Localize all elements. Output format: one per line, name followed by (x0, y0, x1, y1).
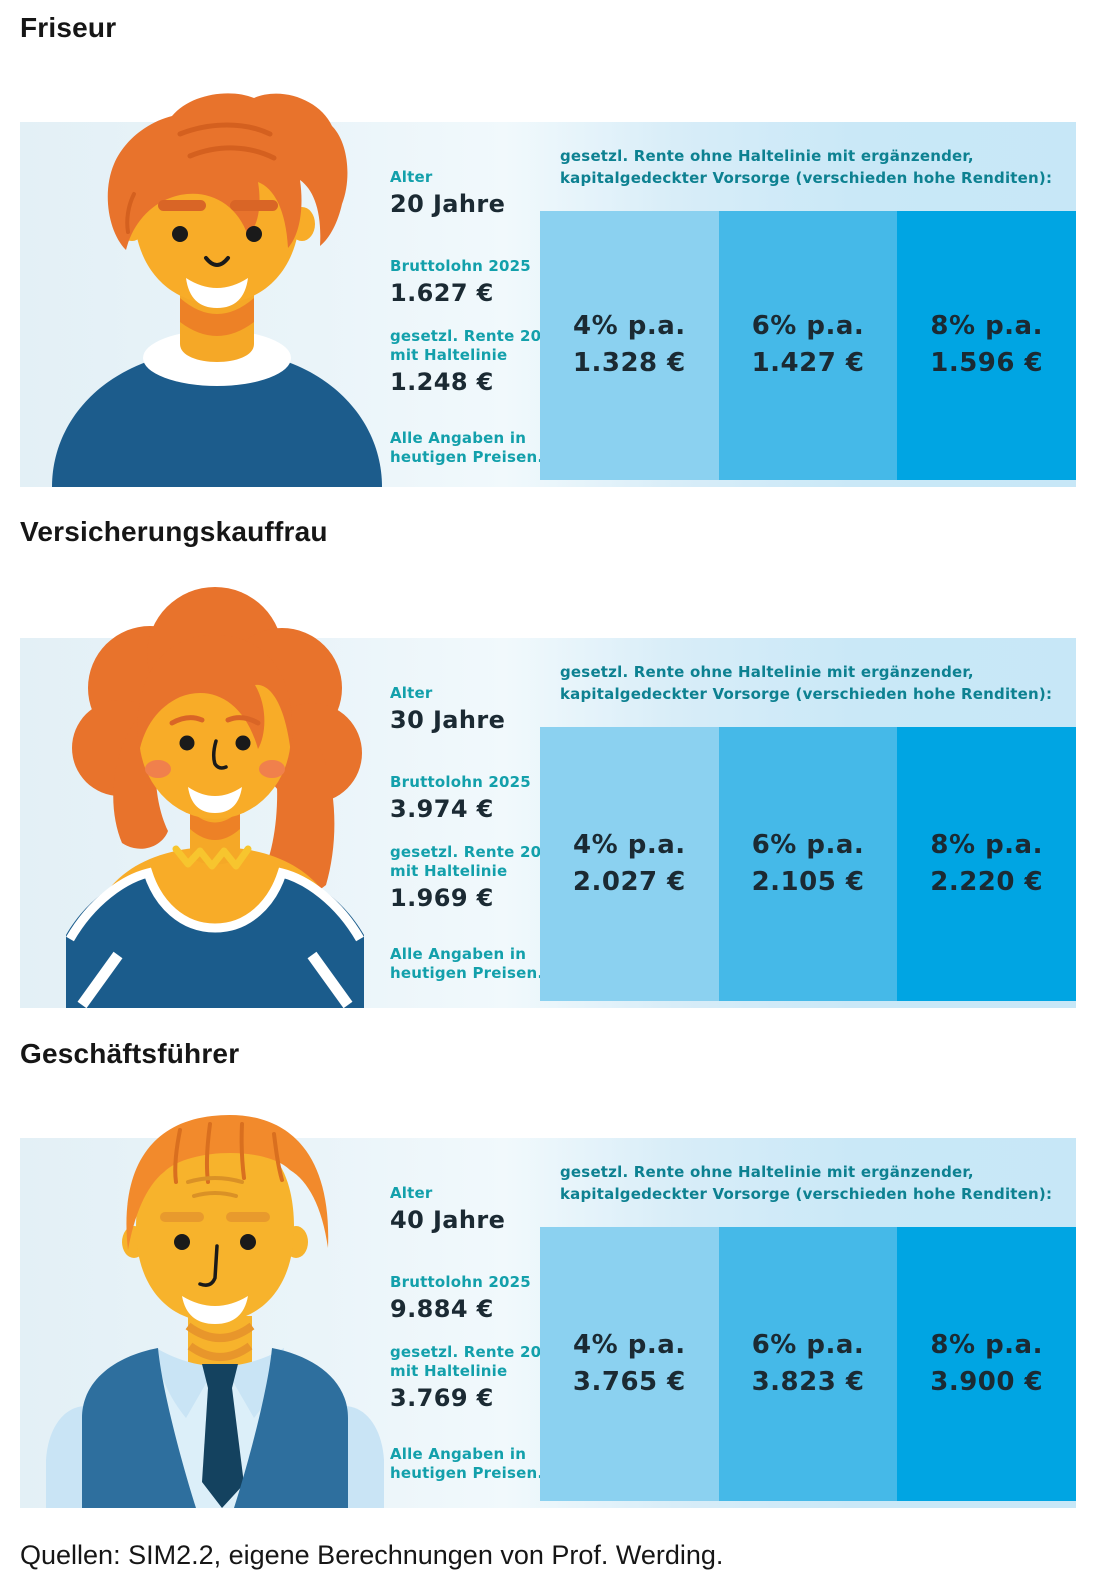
statutory-pension-label: gesetzl. Rente 2052 mit Haltelinie (390, 1343, 570, 1381)
columns-header-line1: gesetzl. Rente ohne Haltelinie mit ergän… (560, 1163, 974, 1181)
avatar-friseur-illustration (30, 82, 405, 487)
return-column-4pct: 4% p.a. 1.328 € (540, 211, 719, 480)
columns-header: gesetzl. Rente ohne Haltelinie mit ergän… (560, 662, 1070, 706)
return-value: 1.596 € (930, 348, 1044, 378)
return-column-8pct: 8% p.a. 1.596 € (897, 211, 1077, 480)
statutory-pension-label-line1: gesetzl. Rente 2072 (390, 327, 563, 345)
returns-area: gesetzl. Rente ohne Haltelinie mit ergän… (540, 638, 1077, 1008)
return-column-4pct: 4% p.a. 3.765 € (540, 1227, 719, 1501)
return-rate: 8% p.a. (930, 1329, 1043, 1360)
price-note: Alle Angaben in heutigen Preisen. (390, 945, 570, 983)
return-value: 1.427 € (751, 348, 865, 378)
return-value: 2.105 € (751, 866, 865, 897)
columns-header-line2: kapitalgedeckter Vorsorge (verschieden h… (560, 1184, 1053, 1203)
columns-header: gesetzl. Rente ohne Haltelinie mit ergän… (560, 1162, 1070, 1206)
price-note-line2: heutigen Preisen. (390, 1464, 544, 1483)
gross-wage-value: 1.627 € (390, 279, 494, 308)
statutory-pension-label-line2: mit Haltelinie (390, 346, 508, 365)
return-column-6pct: 6% p.a. 2.105 € (718, 727, 898, 1001)
age-label: Alter (390, 168, 433, 186)
gross-wage-value: 3.974 € (390, 795, 494, 824)
return-rate: 8% p.a. (930, 829, 1043, 860)
return-value: 2.027 € (572, 866, 686, 897)
price-note-line1: Alle Angaben in (390, 1445, 527, 1463)
columns-header-line2: kapitalgedeckter Vorsorge (verschieden h… (560, 168, 1053, 187)
price-note: Alle Angaben in heutigen Preisen. (390, 1445, 570, 1483)
return-column-6pct: 6% p.a. 1.427 € (718, 211, 898, 480)
return-value: 2.220 € (930, 866, 1044, 897)
price-note-line2: heutigen Preisen. (390, 448, 544, 467)
return-rate: 6% p.a. (751, 311, 865, 342)
return-rate: 4% p.a. (573, 311, 686, 342)
gross-wage-label: Bruttolohn 2025 (390, 257, 531, 275)
return-column-8pct: 8% p.a. 3.900 € (897, 1227, 1077, 1501)
statutory-pension-label-line1: gesetzl. Rente 2062 (390, 843, 563, 861)
return-rate: 6% p.a. (751, 829, 865, 860)
age-value: 40 Jahre (390, 1206, 506, 1235)
statutory-pension-value: 1.248 € (390, 368, 494, 397)
profile-panel-friseur: Alter 20 Jahre Bruttolohn 2025 1.627 € g… (20, 93, 1077, 487)
return-value: 3.823 € (751, 1366, 865, 1397)
gross-wage-value: 9.884 € (390, 1295, 494, 1324)
statutory-pension-label-line2: mit Haltelinie (390, 862, 508, 881)
return-columns: 4% p.a. 1.328 € 6% p.a. 1.427 € 8% p.a. … (540, 211, 1077, 480)
returns-area: gesetzl. Rente ohne Haltelinie mit ergän… (540, 1138, 1077, 1508)
statutory-pension-label: gesetzl. Rente 2062 mit Haltelinie (390, 843, 570, 881)
price-note-line1: Alle Angaben in (390, 429, 527, 447)
columns-header-line2: kapitalgedeckter Vorsorge (verschieden h… (560, 684, 1053, 703)
statutory-pension-label: gesetzl. Rente 2072 mit Haltelinie (390, 327, 570, 365)
price-note: Alle Angaben in heutigen Preisen. (390, 429, 570, 467)
return-value: 3.765 € (572, 1366, 686, 1397)
return-rate: 4% p.a. (573, 1329, 686, 1360)
section-title-versicherungskauffrau: Versicherungskauffrau (20, 516, 328, 547)
statutory-pension-value: 3.769 € (390, 1384, 494, 1413)
profile-panel-geschaeftsfuehrer: Alter 40 Jahre Bruttolohn 2025 9.884 € g… (20, 1114, 1077, 1508)
return-rate: 8% p.a. (930, 311, 1043, 342)
return-column-4pct: 4% p.a. 2.027 € (540, 727, 719, 1001)
section-title-friseur: Friseur (20, 12, 117, 43)
source-note: Quellen: SIM2.2, eigene Berechnungen von… (20, 1540, 724, 1570)
return-columns: 4% p.a. 2.027 € 6% p.a. 2.105 € 8% p.a. … (540, 727, 1077, 1001)
age-value: 20 Jahre (390, 190, 506, 219)
return-column-6pct: 6% p.a. 3.823 € (718, 1227, 898, 1501)
section-title-geschaeftsfuehrer: Geschäftsführer (20, 1038, 240, 1069)
statutory-pension-label-line2: mit Haltelinie (390, 1362, 508, 1381)
return-columns: 4% p.a. 3.765 € 6% p.a. 3.823 € 8% p.a. … (540, 1227, 1077, 1501)
age-label: Alter (390, 684, 433, 702)
return-rate: 4% p.a. (573, 829, 686, 860)
statutory-pension-value: 1.969 € (390, 884, 494, 913)
age-value: 30 Jahre (390, 706, 506, 735)
columns-header: gesetzl. Rente ohne Haltelinie mit ergän… (560, 146, 1070, 190)
profile-info-versicherungskauffrau: Alter 30 Jahre Bruttolohn 2025 3.974 € g… (390, 638, 570, 1008)
columns-header-line1: gesetzl. Rente ohne Haltelinie mit ergän… (560, 147, 974, 165)
columns-header-line1: gesetzl. Rente ohne Haltelinie mit ergän… (560, 663, 974, 681)
returns-area: gesetzl. Rente ohne Haltelinie mit ergän… (540, 122, 1077, 487)
return-value: 3.900 € (930, 1366, 1044, 1397)
price-note-line1: Alle Angaben in (390, 945, 527, 963)
statutory-pension-label-line1: gesetzl. Rente 2052 (390, 1343, 563, 1361)
profile-info-geschaeftsfuehrer: Alter 40 Jahre Bruttolohn 2025 9.884 € g… (390, 1138, 570, 1508)
profile-info-friseur: Alter 20 Jahre Bruttolohn 2025 1.627 € g… (390, 122, 570, 487)
price-note-line2: heutigen Preisen. (390, 964, 544, 983)
avatar-versicherungskauffrau-illustration (30, 583, 400, 1009)
profile-panel-versicherungskauffrau: Alter 30 Jahre Bruttolohn 2025 3.974 € g… (20, 587, 1077, 1009)
age-label: Alter (390, 1184, 433, 1202)
return-rate: 6% p.a. (751, 1329, 865, 1360)
return-column-8pct: 8% p.a. 2.220 € (897, 727, 1077, 1001)
return-value: 1.328 € (572, 348, 686, 378)
gross-wage-label: Bruttolohn 2025 (390, 1273, 531, 1291)
avatar-geschaeftsfuehrer-illustration (30, 1088, 400, 1508)
gross-wage-label: Bruttolohn 2025 (390, 773, 531, 791)
